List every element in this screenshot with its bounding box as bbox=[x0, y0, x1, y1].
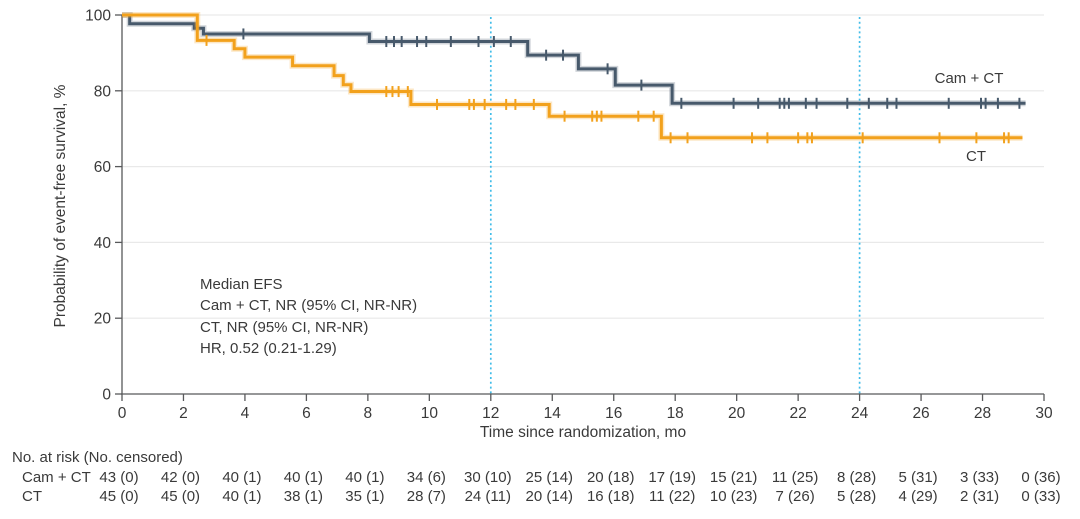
risk-cell: 11 (25) bbox=[771, 469, 819, 486]
risk-cell: 3 (33) bbox=[959, 469, 1000, 486]
risk-cell: 5 (28) bbox=[837, 488, 877, 505]
x-tick-label: 24 bbox=[851, 405, 869, 422]
annotation-line-hr: HR, 0.52 (0.21-1.29) bbox=[200, 340, 337, 358]
risk-cell: 45 (0) bbox=[99, 488, 139, 505]
risk-cell: 40 (1) bbox=[222, 488, 262, 505]
y-tick-label: 20 bbox=[94, 311, 112, 328]
risk-cell: 4 (29) bbox=[898, 488, 938, 505]
risk-row-label: CT bbox=[22, 488, 42, 505]
risk-cell: 28 (7) bbox=[406, 488, 446, 505]
risk-row-cam-ct: Cam + CT 43 (0) 42 (0) 40 (1) 40 (1) 40 (1) 3… bbox=[0, 469, 1080, 486]
risk-cell: 0 (33) bbox=[1021, 488, 1061, 505]
x-tick-label: 20 bbox=[728, 405, 746, 422]
risk-cell: 15 (21) bbox=[709, 469, 758, 486]
risk-cell: 5 (31) bbox=[898, 469, 938, 486]
risk-table-header: No. at risk (No. censored) bbox=[12, 449, 183, 466]
risk-cell: 8 (28) bbox=[837, 469, 877, 486]
risk-cell: 20 (18) bbox=[586, 469, 635, 486]
annotation-line-ct: CT, NR (95% CI, NR-NR) bbox=[200, 318, 369, 336]
series-label-ct: CT bbox=[966, 148, 986, 165]
series-label-cam-ct: Cam + CT bbox=[934, 70, 1004, 87]
risk-cell: 40 (1) bbox=[222, 469, 262, 486]
risk-cell: 24 (11) bbox=[464, 488, 511, 505]
y-tick-label: 0 bbox=[102, 387, 111, 404]
risk-cell: 2 (31) bbox=[959, 488, 1000, 505]
x-tick-label: 2 bbox=[179, 405, 188, 422]
x-tick-label: 28 bbox=[974, 405, 991, 422]
x-tick-label: 12 bbox=[482, 405, 499, 422]
risk-cell: 38 (1) bbox=[283, 488, 323, 505]
x-tick-label: 0 bbox=[118, 405, 127, 422]
y-tick-label: 80 bbox=[94, 83, 112, 100]
km-curve-cam-ct bbox=[122, 13, 1026, 105]
x-tick-label: 8 bbox=[364, 405, 373, 422]
risk-row-label: Cam + CT bbox=[22, 469, 91, 486]
x-tick-label: 30 bbox=[1035, 405, 1053, 422]
risk-cell: 17 (19) bbox=[648, 469, 696, 486]
x-tick-label: 4 bbox=[241, 405, 250, 422]
median-efs-annotation: Median EFS Cam + CT, NR (95% CI, NR-NR) … bbox=[200, 274, 417, 360]
risk-cell: 25 (14) bbox=[525, 469, 574, 486]
risk-cell: 7 (26) bbox=[775, 488, 815, 505]
x-tick-label: 10 bbox=[421, 405, 439, 422]
x-tick-label: 14 bbox=[544, 405, 562, 422]
risk-cell: 10 (23) bbox=[709, 488, 758, 505]
risk-cell: 20 (14) bbox=[525, 488, 574, 505]
risk-cell: 11 (22) bbox=[648, 488, 696, 505]
risk-cell: 35 (1) bbox=[345, 488, 385, 505]
km-curve-ct bbox=[122, 13, 1023, 140]
risk-cell: 45 (0) bbox=[160, 488, 201, 505]
x-tick-label: 22 bbox=[790, 405, 807, 422]
y-tick-label: 40 bbox=[94, 235, 112, 252]
y-tick-label: 100 bbox=[85, 8, 111, 25]
x-tick-label: 16 bbox=[605, 405, 622, 422]
risk-cell: 34 (6) bbox=[406, 469, 446, 486]
annotation-line-title: Median EFS bbox=[200, 276, 283, 293]
risk-cell: 42 (0) bbox=[160, 469, 201, 486]
risk-cell: 0 (36) bbox=[1021, 469, 1061, 486]
y-axis-title: Probability of event-free survival, % bbox=[52, 84, 69, 328]
risk-cell: 40 (1) bbox=[283, 469, 323, 486]
annotation-line-cam-ct: Cam + CT, NR (95% CI, NR-NR) bbox=[200, 297, 418, 315]
risk-cell: 30 (10) bbox=[464, 469, 512, 486]
risk-cell: 16 (18) bbox=[586, 488, 635, 505]
risk-cell: 40 (1) bbox=[345, 469, 385, 486]
risk-cell: 43 (0) bbox=[99, 469, 139, 486]
risk-row-ct: CT 45 (0) 45 (0) 40 (1) 38 (1) 35 (1) 28 (7) 2… bbox=[0, 488, 1080, 505]
x-tick-label: 6 bbox=[302, 405, 311, 422]
x-tick-label: 26 bbox=[912, 405, 929, 422]
x-axis-title: Time since randomization, mo bbox=[479, 424, 687, 441]
x-tick-label: 18 bbox=[667, 405, 684, 422]
y-tick-label: 60 bbox=[94, 159, 112, 176]
